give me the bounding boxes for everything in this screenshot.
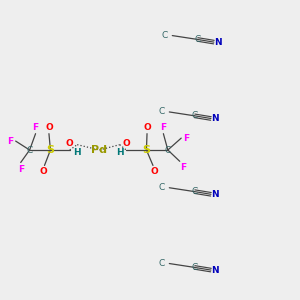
Text: F: F [18, 164, 24, 173]
Text: O: O [45, 123, 53, 132]
Text: H: H [74, 148, 81, 158]
Text: F: F [32, 123, 39, 132]
Text: C: C [165, 146, 171, 154]
Text: O: O [143, 123, 151, 132]
Text: C: C [159, 259, 165, 268]
Text: N: N [211, 190, 218, 199]
Text: O: O [122, 139, 130, 148]
Text: H: H [116, 148, 124, 158]
Text: O: O [66, 139, 74, 148]
Text: C: C [159, 183, 165, 192]
Text: S: S [46, 145, 54, 155]
Text: C: C [191, 263, 198, 272]
Text: F: F [7, 136, 14, 146]
Text: N: N [214, 38, 221, 46]
Text: C: C [194, 35, 201, 44]
Text: F: F [184, 134, 190, 142]
Text: F: F [180, 163, 186, 172]
Text: C: C [26, 146, 33, 154]
Text: Pd: Pd [92, 145, 107, 155]
Text: O: O [151, 167, 158, 176]
Text: C: C [159, 107, 165, 116]
Text: C: C [191, 187, 198, 196]
Text: C: C [162, 31, 168, 40]
Text: O: O [39, 167, 47, 176]
Text: S: S [142, 145, 150, 155]
Text: F: F [160, 123, 167, 132]
Text: C: C [191, 111, 198, 120]
Text: N: N [211, 266, 218, 274]
Text: N: N [211, 114, 218, 123]
